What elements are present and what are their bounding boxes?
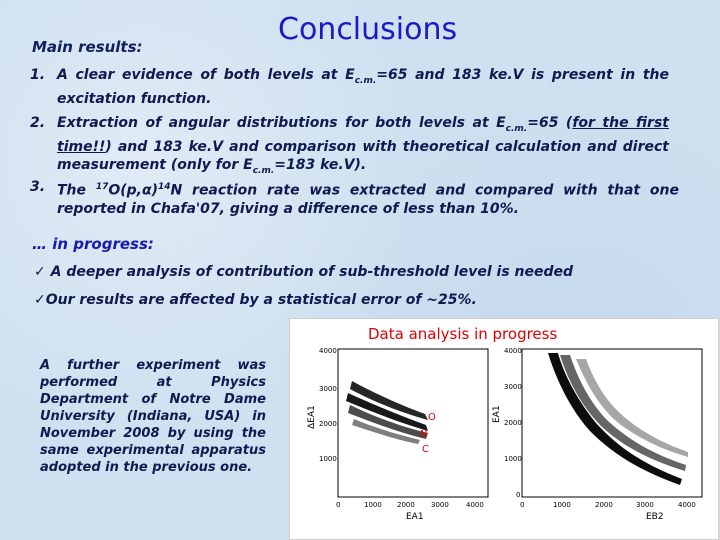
isotope-label-c: C: [422, 444, 429, 455]
figure-svg: O N C 4000 3000 2000 1000 0 1000 2000 30…: [307, 347, 703, 522]
left-ytick: 1000: [319, 455, 337, 463]
checkmark-icon: ✓: [34, 264, 46, 280]
right-ylabel: EA1: [492, 405, 502, 423]
item-subscript: c.m.: [354, 75, 377, 86]
left-plot-events: [346, 381, 428, 444]
item-text-part: =65 (: [527, 115, 573, 131]
progress-item-1: ✓ A deeper analysis of contribution of s…: [34, 264, 573, 280]
main-results-label: Main results:: [32, 38, 143, 56]
item-subscript: c.m.: [505, 123, 528, 134]
left-ytick: 2000: [319, 420, 337, 428]
isotope-label-n: N: [420, 429, 427, 440]
right-xtick: 4000: [678, 501, 696, 509]
item-text-part: =65 and 183 ke.V is present in the excit…: [57, 67, 669, 107]
left-ylabel: ΔEA1: [307, 405, 317, 429]
item-subscript: c.m.: [252, 165, 275, 176]
left-xlabel: EA1: [406, 512, 424, 522]
progress-item-text: Our results are affected by a statistica…: [45, 292, 477, 308]
left-xtick: 3000: [431, 501, 449, 509]
item-text: The 17O(p,α)14N reaction rate was extrac…: [57, 178, 679, 218]
experiment-note: A further experiment was performed at Ph…: [40, 358, 266, 475]
item-text-part: Extraction of angular distributions for …: [57, 115, 506, 131]
right-ytick: 3000: [504, 383, 522, 391]
result-item-2: 2. Extraction of angular distributions f…: [30, 114, 670, 176]
item-superscript: 14: [158, 182, 171, 192]
right-xtick: 2000: [595, 501, 613, 509]
right-plot-frame: [521, 348, 703, 498]
right-ytick: 1000: [504, 455, 522, 463]
left-plot-axes: 4000 3000 2000 1000 0 1000 2000 3000 400…: [307, 347, 484, 522]
item-text-part: A clear evidence of both levels at E: [57, 67, 355, 83]
item-number: 1.: [30, 67, 46, 83]
page-title: Conclusions: [278, 12, 458, 47]
figure-panel: O N C 4000 3000 2000 1000 0 1000 2000 30…: [289, 318, 719, 540]
progress-item-2: ✓Our results are affected by a statistic…: [34, 292, 477, 308]
result-item-1: 1. A clear evidence of both levels at Ec…: [30, 66, 670, 108]
left-xtick: 4000: [466, 501, 484, 509]
right-plot-axes: 4000 3000 2000 1000 0 0 1000 2000 3000 4…: [492, 347, 696, 522]
right-ytick: 2000: [504, 419, 522, 427]
left-xtick: 2000: [397, 501, 415, 509]
in-progress-label: … in progress:: [32, 235, 154, 253]
item-text-part: The: [57, 182, 96, 199]
result-item-3: 3. The 17O(p,α)14N reaction rate was ext…: [30, 178, 680, 218]
left-xtick: 1000: [364, 501, 382, 509]
item-text-part: ) and 183 ke.V and comparison with theor…: [57, 138, 669, 173]
item-text: Extraction of angular distributions for …: [57, 114, 669, 180]
isotope-label-o: O: [428, 412, 436, 423]
item-underlined-text: for the first time!!: [57, 115, 669, 155]
item-text-part: =183 ke.V).: [274, 156, 367, 173]
right-xtick: 0: [520, 501, 524, 509]
right-plot-events: [548, 353, 688, 485]
item-text: A clear evidence of both levels at Ec.m.…: [57, 66, 669, 108]
right-xtick: 3000: [636, 501, 654, 509]
figure-caption: Data analysis in progress: [368, 325, 558, 343]
item-text-part: N reaction rate was extracted and compar…: [57, 182, 679, 217]
item-number: 2.: [30, 115, 46, 131]
left-xtick: 0: [336, 501, 340, 509]
checkmark-icon: ✓: [34, 292, 46, 308]
right-xlabel: EB2: [646, 512, 664, 522]
item-superscript: 17: [95, 182, 109, 192]
left-ytick: 3000: [319, 385, 337, 393]
progress-item-text: A deeper analysis of contribution of sub…: [45, 264, 574, 280]
item-text-part: O(p,α): [108, 182, 158, 199]
left-plot-labels: O N C: [420, 412, 436, 455]
right-xtick: 1000: [553, 501, 571, 509]
right-ytick: 4000: [504, 347, 522, 355]
left-ytick: 4000: [319, 347, 337, 355]
item-number: 3.: [30, 179, 46, 195]
right-ytick: 0: [516, 491, 520, 499]
